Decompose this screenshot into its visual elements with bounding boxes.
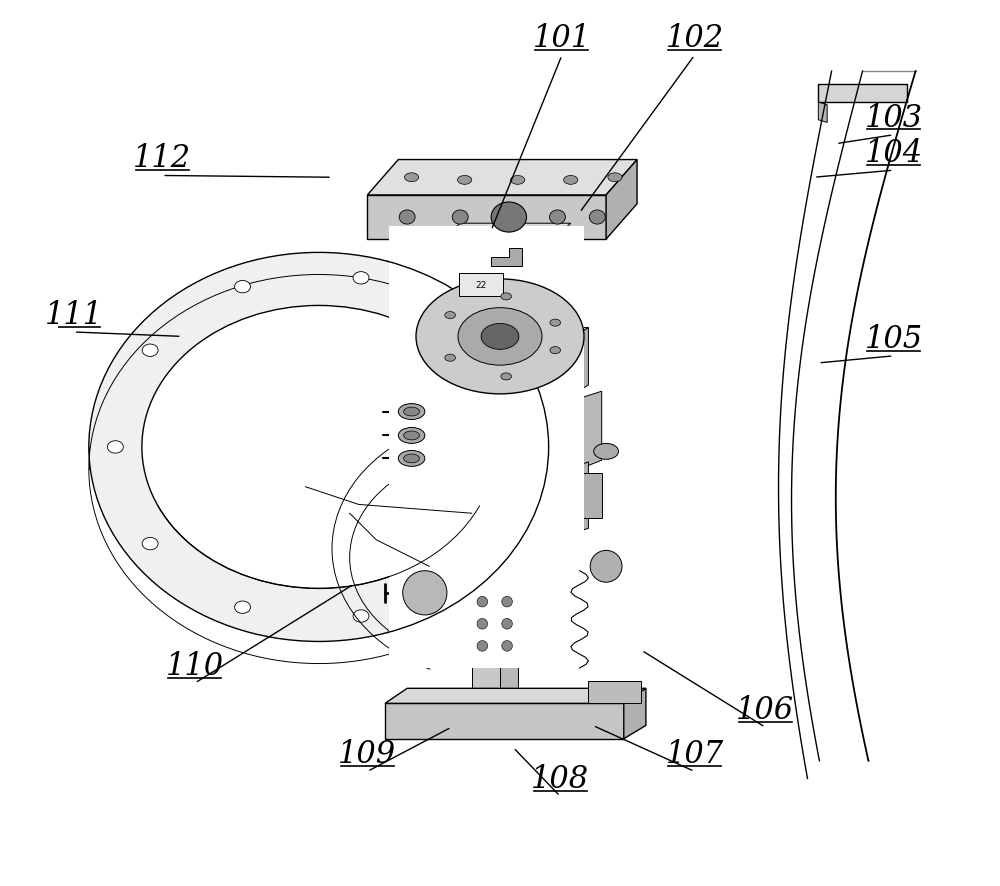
Text: 22: 22 xyxy=(476,280,487,290)
Circle shape xyxy=(477,596,488,607)
Ellipse shape xyxy=(608,174,622,183)
Polygon shape xyxy=(438,341,566,399)
Ellipse shape xyxy=(458,176,472,185)
Ellipse shape xyxy=(353,272,369,284)
Ellipse shape xyxy=(501,373,511,380)
Polygon shape xyxy=(818,103,827,123)
Ellipse shape xyxy=(457,322,473,334)
Text: 104: 104 xyxy=(864,138,923,169)
Polygon shape xyxy=(407,474,443,518)
Ellipse shape xyxy=(142,538,158,550)
Ellipse shape xyxy=(404,408,420,416)
Ellipse shape xyxy=(550,211,565,225)
Circle shape xyxy=(477,618,488,629)
Polygon shape xyxy=(624,688,646,739)
Ellipse shape xyxy=(398,404,425,420)
Ellipse shape xyxy=(398,428,425,444)
Ellipse shape xyxy=(235,602,251,614)
Circle shape xyxy=(590,551,622,583)
Ellipse shape xyxy=(416,280,584,394)
Polygon shape xyxy=(389,227,584,668)
Ellipse shape xyxy=(404,455,420,463)
Polygon shape xyxy=(566,328,588,399)
Circle shape xyxy=(502,641,512,651)
Ellipse shape xyxy=(589,211,605,225)
Circle shape xyxy=(502,596,512,607)
Polygon shape xyxy=(566,462,588,536)
Ellipse shape xyxy=(501,293,511,300)
Polygon shape xyxy=(367,196,606,240)
Ellipse shape xyxy=(398,451,425,467)
PathPatch shape xyxy=(491,249,522,267)
Text: 102: 102 xyxy=(665,23,724,54)
Polygon shape xyxy=(447,214,469,602)
Polygon shape xyxy=(385,688,646,703)
Ellipse shape xyxy=(89,253,549,641)
Polygon shape xyxy=(367,160,637,196)
Circle shape xyxy=(403,571,447,615)
Polygon shape xyxy=(818,85,907,103)
Text: 103: 103 xyxy=(864,103,923,134)
Polygon shape xyxy=(443,240,553,298)
Ellipse shape xyxy=(511,471,527,484)
Ellipse shape xyxy=(564,176,578,185)
Text: 111: 111 xyxy=(45,299,103,330)
Ellipse shape xyxy=(452,211,468,225)
Ellipse shape xyxy=(458,308,542,366)
Text: 105: 105 xyxy=(864,323,923,354)
Ellipse shape xyxy=(399,211,415,225)
Polygon shape xyxy=(500,571,518,690)
Polygon shape xyxy=(566,474,602,518)
Ellipse shape xyxy=(353,610,369,623)
Ellipse shape xyxy=(404,431,420,440)
Ellipse shape xyxy=(235,281,251,293)
Polygon shape xyxy=(385,703,624,739)
Polygon shape xyxy=(472,571,500,690)
Text: 108: 108 xyxy=(531,763,589,794)
Circle shape xyxy=(477,641,488,651)
Ellipse shape xyxy=(142,345,158,357)
Ellipse shape xyxy=(511,411,527,424)
Ellipse shape xyxy=(481,324,519,350)
Ellipse shape xyxy=(491,203,527,233)
Polygon shape xyxy=(580,392,602,470)
Polygon shape xyxy=(606,160,637,240)
Ellipse shape xyxy=(511,176,525,185)
Polygon shape xyxy=(469,214,496,602)
Polygon shape xyxy=(443,224,571,240)
Text: 110: 110 xyxy=(166,650,224,681)
Ellipse shape xyxy=(594,444,618,460)
Text: 112: 112 xyxy=(133,144,191,174)
Polygon shape xyxy=(438,328,588,341)
Polygon shape xyxy=(443,535,571,571)
Text: 101: 101 xyxy=(533,23,591,54)
Ellipse shape xyxy=(445,312,455,319)
Ellipse shape xyxy=(405,174,419,183)
Polygon shape xyxy=(429,399,580,470)
Polygon shape xyxy=(443,470,566,536)
Text: 109: 109 xyxy=(338,738,396,769)
Ellipse shape xyxy=(445,354,455,361)
Polygon shape xyxy=(588,681,641,703)
Ellipse shape xyxy=(457,561,473,573)
Ellipse shape xyxy=(142,306,496,588)
Text: 106: 106 xyxy=(736,695,794,726)
Circle shape xyxy=(502,618,512,629)
Ellipse shape xyxy=(550,347,561,354)
Ellipse shape xyxy=(550,320,561,327)
Text: 107: 107 xyxy=(665,738,724,769)
Ellipse shape xyxy=(107,441,123,454)
FancyBboxPatch shape xyxy=(459,274,503,297)
